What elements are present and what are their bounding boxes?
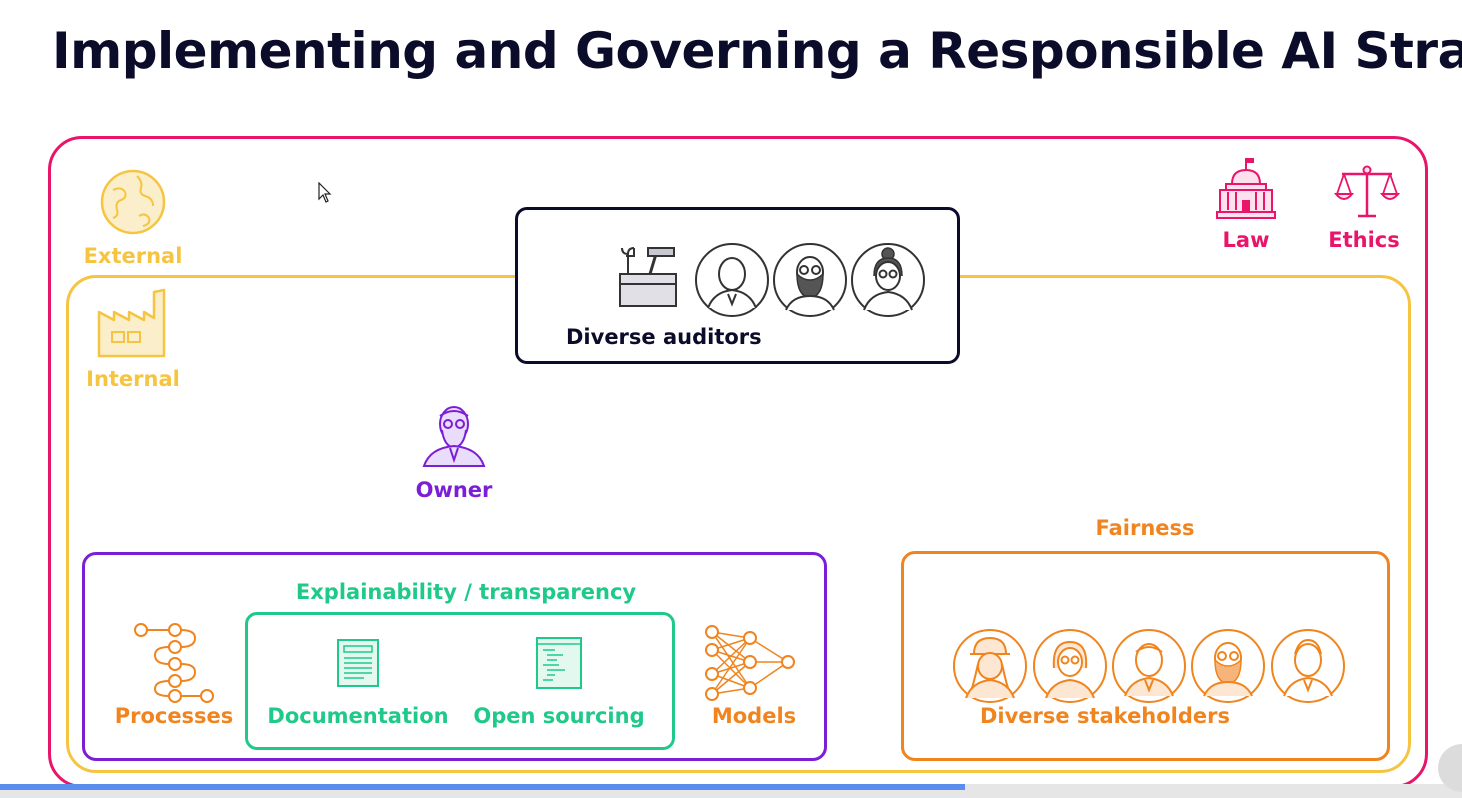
toolbox-icon	[616, 246, 680, 310]
document-icon	[336, 638, 380, 688]
page-title: Implementing and Governing a Responsible…	[52, 22, 1462, 80]
auditor-avatar-icon	[694, 242, 770, 318]
fairness-label: Fairness	[1095, 516, 1195, 540]
process-flow-icon	[132, 622, 216, 704]
stakeholder-avatar-icon	[952, 628, 1028, 704]
law-label: Law	[1222, 228, 1270, 252]
stakeholders-label: Diverse stakeholders	[979, 704, 1231, 728]
fairness-box	[901, 551, 1390, 761]
playback-progress	[0, 784, 965, 790]
internal-label: Internal	[86, 367, 180, 391]
external-label: External	[83, 244, 183, 268]
globe-icon	[99, 168, 167, 236]
code-file-icon	[535, 636, 583, 690]
open-sourcing-label: Open sourcing	[473, 704, 645, 728]
owner-avatar-icon	[422, 402, 486, 468]
factory-icon	[96, 288, 172, 358]
stakeholder-avatar-icon	[1270, 628, 1346, 704]
neural-network-icon	[704, 624, 798, 702]
ethics-label: Ethics	[1328, 228, 1400, 252]
stakeholder-avatar-icon	[1111, 628, 1187, 704]
owner-label: Owner	[415, 478, 493, 502]
documentation-label: Documentation	[267, 704, 449, 728]
scales-icon	[1334, 164, 1400, 220]
explainability-box	[245, 612, 675, 750]
explainability-label: Explainability / transparency	[295, 580, 637, 604]
models-label: Models	[711, 704, 797, 728]
auditor-avatar-icon	[772, 242, 848, 318]
stakeholder-avatar-icon	[1190, 628, 1266, 704]
capitol-icon	[1216, 156, 1276, 220]
auditors-label: Diverse auditors	[566, 325, 762, 349]
mouse-cursor-icon	[318, 182, 332, 204]
processes-label: Processes	[114, 704, 234, 728]
auditors-box: Diverse auditors	[515, 207, 960, 364]
auditor-avatar-icon	[850, 242, 926, 318]
system-box	[82, 552, 827, 761]
stakeholder-avatar-icon	[1032, 628, 1108, 704]
